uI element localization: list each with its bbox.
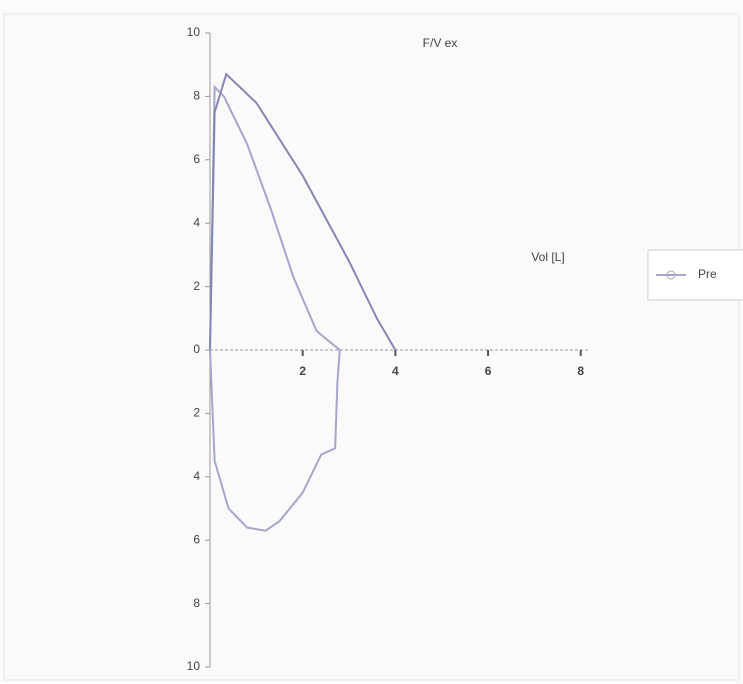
legend: Pre [647,249,743,301]
y-tick-label: 8 [193,596,200,610]
series-line [209,84,341,532]
x-tick-label: 6 [485,364,492,378]
y-tick-label: 2 [193,279,200,293]
y-tick-label: 2 [193,406,200,420]
legend-marker [666,270,676,280]
x-axis-label: Vol [L] [531,250,564,264]
y-tick-label: 4 [193,469,200,483]
y-tick-label: 8 [193,89,200,103]
y-tick-label: 0 [193,342,200,356]
y-tick-label: 4 [193,215,200,229]
y-tick-label: 6 [193,152,200,166]
x-tick-label: 2 [299,364,306,378]
y-tick-label: 10 [187,659,201,673]
plot-frame [3,13,740,681]
series-line [209,72,397,351]
legend-label: Pre [698,267,717,281]
x-tick-label: 4 [392,364,399,378]
x-tick-label: 8 [577,364,584,378]
y-tick-label: 6 [193,532,200,546]
y-tick-label: 10 [187,25,201,39]
chart-title: F/V ex [423,36,458,50]
